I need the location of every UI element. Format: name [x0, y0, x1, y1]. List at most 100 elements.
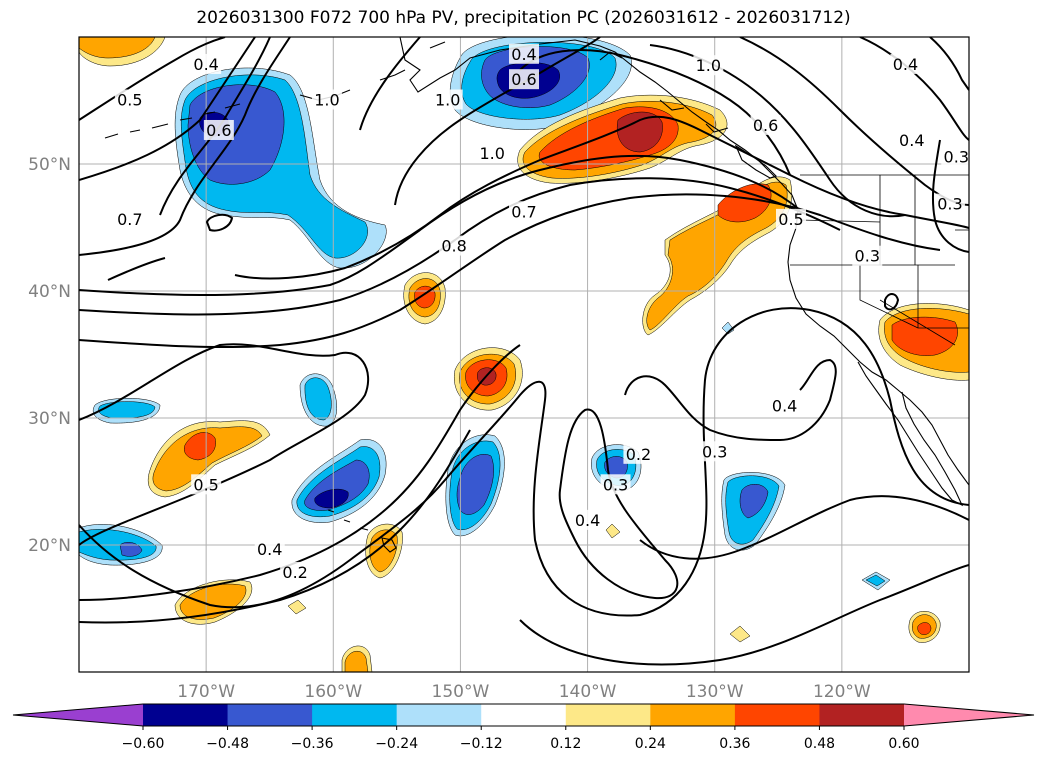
pv-contours — [79, 37, 969, 666]
pv-contour — [79, 193, 941, 349]
latitude-labels: 50°N 40°N 30°N 20°N — [28, 155, 71, 556]
pv-contour — [79, 37, 291, 256]
colorbar-tick-label: −0.24 — [375, 736, 418, 752]
contour-label-bg — [623, 443, 654, 464]
lon-tick-label: 160°W — [304, 682, 362, 702]
contour-label: 0.5 — [778, 210, 803, 229]
contour-label-bg — [280, 561, 311, 582]
contour-label: 0.2 — [626, 445, 651, 464]
contour-label: 0.4 — [193, 55, 218, 74]
contour-label-bg — [600, 474, 631, 495]
contour-label: 0.3 — [944, 148, 969, 167]
contour-label: 0.8 — [441, 237, 466, 256]
contour-label: 0.5 — [193, 475, 218, 494]
precip-patch-pos — [79, 37, 156, 59]
contour-label: 0.4 — [257, 540, 282, 559]
precip-patch-pos — [287, 599, 307, 615]
contour-label: 0.4 — [899, 131, 924, 150]
lon-tick-label: 120°W — [813, 682, 871, 702]
colorbar-segment — [227, 704, 313, 726]
contour-label-bg — [432, 89, 463, 110]
pv-contour — [394, 37, 601, 206]
colorbar-segment — [396, 704, 482, 726]
contour-label: 1.0 — [314, 91, 339, 110]
pv-contour — [639, 495, 969, 560]
colorbar: −0.60 −0.48 −0.36 −0.24 −0.12 0.12 0.24 0.36 0.4… — [12, 703, 1035, 752]
contour-label-bg — [191, 474, 222, 495]
lon-tick-label: 130°W — [686, 682, 744, 702]
longitude-labels: 170°W 160°W 150°W 140°W 130°W 120°W — [177, 682, 871, 702]
colorbar-tick-label: 0.24 — [635, 736, 666, 752]
contour-label: 0.4 — [575, 511, 600, 530]
contour-label-bg — [769, 395, 800, 416]
contour-label-bg — [114, 208, 145, 229]
lon-tick-label: 170°W — [177, 682, 235, 702]
contour-label: 0.4 — [893, 55, 918, 74]
contour-label: 0.7 — [511, 202, 536, 221]
contour-labels: 0.40.50.61.00.40.61.01.01.00.60.40.40.30… — [114, 43, 969, 582]
pv-contour — [558, 408, 679, 600]
precip-patch-pos — [717, 183, 772, 223]
contour-label: 1.0 — [479, 144, 504, 163]
contour-label-bg — [114, 89, 145, 110]
pv-contour — [79, 154, 801, 296]
pv-contour — [79, 344, 521, 601]
contour-label-bg — [509, 69, 539, 90]
precip-patch-neg — [604, 456, 628, 479]
lat-tick-label: 40°N — [28, 282, 71, 302]
precip-patch-neg — [187, 84, 285, 185]
contour-label-bg — [750, 114, 781, 135]
colorbar-tick-label: 0.36 — [719, 736, 750, 752]
contour-label-bg — [477, 142, 508, 163]
colorbar-segment — [565, 704, 651, 726]
lon-tick-label: 140°W — [559, 682, 617, 702]
precip-patch-neg — [865, 574, 886, 587]
contour-label-bg — [203, 119, 234, 140]
contour-label-bg — [776, 208, 806, 229]
pv-contour — [859, 37, 969, 141]
precip-patch-neg — [314, 488, 349, 509]
precip-patch-pos — [891, 316, 958, 356]
contour-label: 0.5 — [117, 91, 142, 110]
colorbar-segment — [481, 704, 567, 726]
contour-label-bg — [191, 53, 222, 74]
pv-contour — [107, 257, 166, 281]
colorbar-tick-label: 0.60 — [888, 736, 919, 752]
contour-label: 1.0 — [435, 91, 460, 110]
pv-contour — [79, 37, 256, 181]
colorbar-tick-label: −0.48 — [206, 736, 249, 752]
precip-patch-pos — [184, 432, 216, 461]
precip-patch-pos — [729, 625, 751, 643]
pv-contour — [519, 564, 969, 666]
colorbar-extend-low — [13, 704, 143, 726]
contour-label: 0.2 — [282, 563, 307, 582]
pv-contour — [79, 429, 471, 624]
colorbar-segment — [650, 704, 736, 726]
pv-contour — [205, 213, 234, 232]
contour-label: 0.3 — [603, 475, 628, 494]
contour-label-bg — [439, 235, 470, 256]
coastlines — [104, 37, 969, 553]
baja-peninsula — [857, 361, 964, 507]
pv-contour — [359, 37, 421, 131]
colorbar-tick-label: 0.48 — [804, 736, 835, 752]
contour-label: 0.4 — [511, 45, 536, 64]
contour-label: 0.6 — [511, 70, 536, 89]
north-america-coastline — [399, 37, 969, 486]
pv-contour — [79, 307, 969, 617]
colorbar-tick-label: −0.60 — [122, 736, 165, 752]
plot-title: 2026031300 F072 700 hPa PV, precipitatio… — [196, 8, 851, 28]
precip-patch-neg — [739, 484, 769, 519]
contour-label: 0.3 — [937, 195, 962, 214]
colorbar-extend-high — [904, 704, 1034, 726]
plot-frame — [78, 36, 970, 673]
pv-contour — [79, 177, 841, 316]
contour-label: 0.3 — [855, 247, 880, 266]
pv-contour — [884, 293, 900, 311]
colorbar-segment — [143, 704, 229, 726]
precip-patch-pos — [344, 651, 369, 672]
lat-tick-label: 20°N — [28, 536, 71, 556]
contour-label-bg — [896, 130, 927, 151]
lon-tick-label: 150°W — [432, 682, 490, 702]
